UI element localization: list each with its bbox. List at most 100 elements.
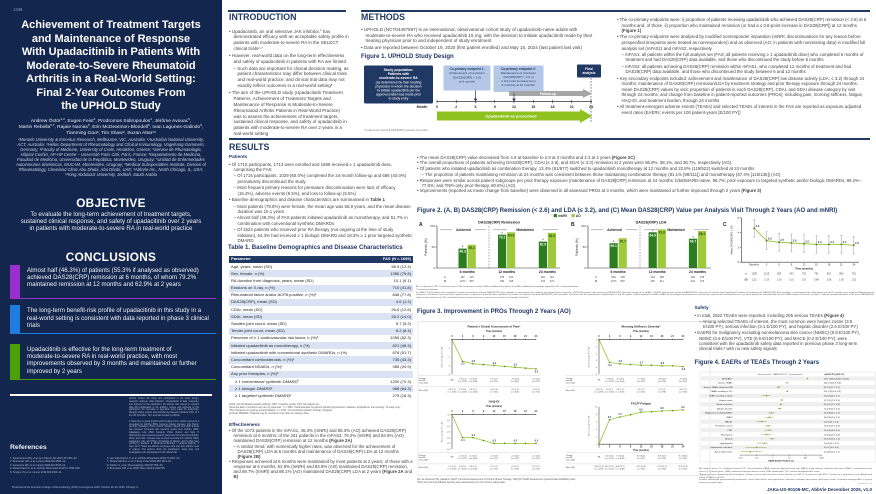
- svg-text:800: 800: [839, 273, 844, 276]
- svg-text:-3.2: -3.2: [492, 363, 497, 365]
- svg-text:Study population:: Study population:: [384, 68, 414, 72]
- svg-text:↓ Decreased risk EAER FOR P: ↓ Decreased risk EAER FOR PY Increased r…: [756, 373, 803, 376]
- svg-text:-0.6: -0.6: [447, 449, 451, 451]
- svg-text:12: 12: [640, 335, 643, 338]
- svg-text:-3.8 (3.0): -3.8 (3.0): [658, 378, 666, 380]
- svg-text:3.6 (2.7): 3.6 (2.7): [606, 389, 614, 391]
- svg-text:15: 15: [650, 335, 653, 338]
- svg-text:286: 286: [660, 276, 665, 279]
- svg-text:a: a: [542, 238, 544, 241]
- svg-text:15: 15: [531, 105, 535, 109]
- svg-text:69.7: 69.7: [690, 240, 697, 244]
- svg-text:-0.3: -0.3: [447, 432, 451, 434]
- svg-text:0.1: 0.1: [755, 457, 759, 459]
- svg-text:261: 261: [550, 276, 555, 279]
- svg-text:Maintenance of remission: Maintenance of remission: [501, 71, 537, 75]
- svg-text:(n = 747): (n = 747): [532, 468, 540, 470]
- svg-text:B: B: [571, 222, 575, 228]
- svg-text:VTE†: VTE†: [727, 430, 733, 432]
- svg-text:-3.9 (3.0): -3.9 (3.0): [679, 378, 687, 380]
- svg-text:DAS28(CRP) Remission: DAS28(CRP) Remission: [478, 221, 521, 225]
- svg-text:100: 100: [430, 224, 435, 228]
- svg-text:NMSC: NMSC: [726, 417, 733, 419]
- svg-text:(n = 750): (n = 750): [679, 381, 687, 383]
- svg-text:N: N: [595, 280, 597, 283]
- svg-text:Morning Stiffness Severity*: Morning Stiffness Severity*: [621, 325, 661, 329]
- svg-text:Achieved: Achieved: [456, 228, 471, 232]
- svg-text:from BL,: from BL,: [419, 380, 427, 382]
- svg-text:-3.3 (3.0): -3.3 (3.0): [606, 378, 614, 380]
- svg-text:-3: -3: [448, 365, 451, 367]
- svg-text:37.6 (10.9): 37.6 (10.9): [678, 466, 688, 468]
- svg-text:Co-primary endpoint 2:: Co-primary endpoint 2:: [501, 67, 536, 71]
- svg-text:0: 0: [598, 446, 600, 449]
- svg-text:approved label was made prior: approved label was made prior: [376, 92, 422, 96]
- svg-text:97 (3.5) [2.9, 4.3]: 97 (3.5) [2.9, 4.3]: [823, 400, 839, 402]
- svg-text:6: 6: [472, 335, 474, 338]
- svg-text:MACE†: MACE†: [725, 420, 733, 423]
- svg-text:12 months: 12 months: [649, 270, 666, 274]
- svg-text:(n = 1038): (n = 1038): [616, 468, 625, 470]
- svg-text:21: 21: [671, 335, 674, 338]
- svg-text:3: 3: [766, 264, 768, 267]
- svg-text:10: 10: [595, 407, 598, 409]
- svg-text:0: 0: [598, 335, 600, 338]
- svg-text:803: 803: [827, 273, 832, 276]
- svg-text:≤ 0.6-point increase from: ≤ 0.6-point increase from: [501, 79, 536, 83]
- svg-text:Thrombotic events: Thrombotic events: [714, 425, 732, 428]
- svg-text:(n = 752): (n = 752): [532, 381, 540, 383]
- svg-text:(n = 1043): (n = 1043): [616, 381, 625, 383]
- svg-text:-3.5: -3.5: [618, 361, 623, 363]
- svg-text:1073: 1073: [460, 280, 466, 283]
- svg-text:88.1: 88.1: [699, 232, 706, 236]
- svg-text:6: 6: [472, 410, 474, 413]
- svg-text:-2: -2: [595, 353, 598, 355]
- svg-text:Patients with: Patients with: [388, 72, 410, 76]
- svg-text:a: a: [501, 231, 503, 234]
- svg-text:DAS28(CRP) LDA: DAS28(CRP) LDA: [636, 221, 667, 225]
- svg-text:Achievement of remission: Achievement of remission: [449, 71, 485, 75]
- svg-text:-5: -5: [595, 374, 598, 376]
- svg-text:Upadacitinib as prescribed: Upadacitinib as prescribed: [485, 114, 537, 119]
- svg-text:mean (SD): mean (SD): [566, 382, 576, 384]
- svg-text:-0.5 (0.6): -0.5 (0.6): [532, 456, 540, 458]
- svg-text:Follow-up: Follow-up: [540, 92, 556, 96]
- svg-text:Change: Change: [419, 455, 426, 457]
- svg-text:21: 21: [840, 264, 843, 267]
- svg-text:(n = 745): (n = 745): [679, 458, 687, 460]
- svg-text:-0.2: -0.2: [447, 426, 451, 428]
- svg-text:(n = 1040): (n = 1040): [469, 458, 478, 460]
- svg-text:6: 6: [596, 422, 598, 424]
- svg-text:Change: Change: [419, 378, 426, 380]
- svg-text:mean (SD): mean (SD): [419, 460, 429, 462]
- svg-text:-0.5: -0.5: [492, 441, 497, 443]
- svg-text:21: 21: [524, 335, 527, 338]
- svg-text:18: 18: [551, 105, 555, 109]
- svg-text:-3.7 (3.0): -3.7 (3.0): [637, 378, 645, 380]
- svg-text:(n = 1287): (n = 1287): [595, 468, 604, 470]
- svg-text:Mean (SD): Mean (SD): [566, 390, 576, 392]
- svg-text:36.6 (11.1): 36.6 (11.1): [615, 466, 625, 468]
- svg-text:0: 0: [738, 260, 740, 264]
- svg-text:-1: -1: [448, 348, 451, 350]
- svg-text:Patients (%): Patients (%): [424, 238, 428, 255]
- svg-text:9.2: 9.2: [681, 407, 685, 409]
- svg-text:1: 1: [772, 457, 774, 459]
- svg-text:15: 15: [650, 446, 653, 449]
- svg-text:829: 829: [777, 273, 782, 276]
- svg-text:(n = 755): (n = 755): [637, 468, 645, 470]
- svg-text:n: n: [745, 273, 747, 276]
- svg-text:1129: 1129: [764, 273, 770, 276]
- svg-text:to initiate upadacitinib per t: to initiate upadacitinib per the: [377, 88, 420, 92]
- svg-text:3.2 (2.7): 3.2 (2.7): [637, 389, 645, 391]
- svg-text:-0.5: -0.5: [513, 441, 518, 443]
- svg-text:3: 3: [462, 410, 464, 413]
- svg-text:415: 415: [541, 280, 546, 283]
- svg-text:6: 6: [619, 446, 621, 449]
- svg-text:-0.5 (0.6): -0.5 (0.6): [490, 456, 498, 458]
- svg-text:37.3 (11.0): 37.3 (11.0): [657, 466, 667, 468]
- svg-text:62.9: 62.9: [540, 243, 547, 247]
- svg-text:24: 24: [535, 335, 538, 338]
- svg-text:6: 6: [619, 335, 621, 338]
- svg-text:Patient’s Global Assessment of: Patient’s Global Assessment of Pain*: [468, 325, 522, 329]
